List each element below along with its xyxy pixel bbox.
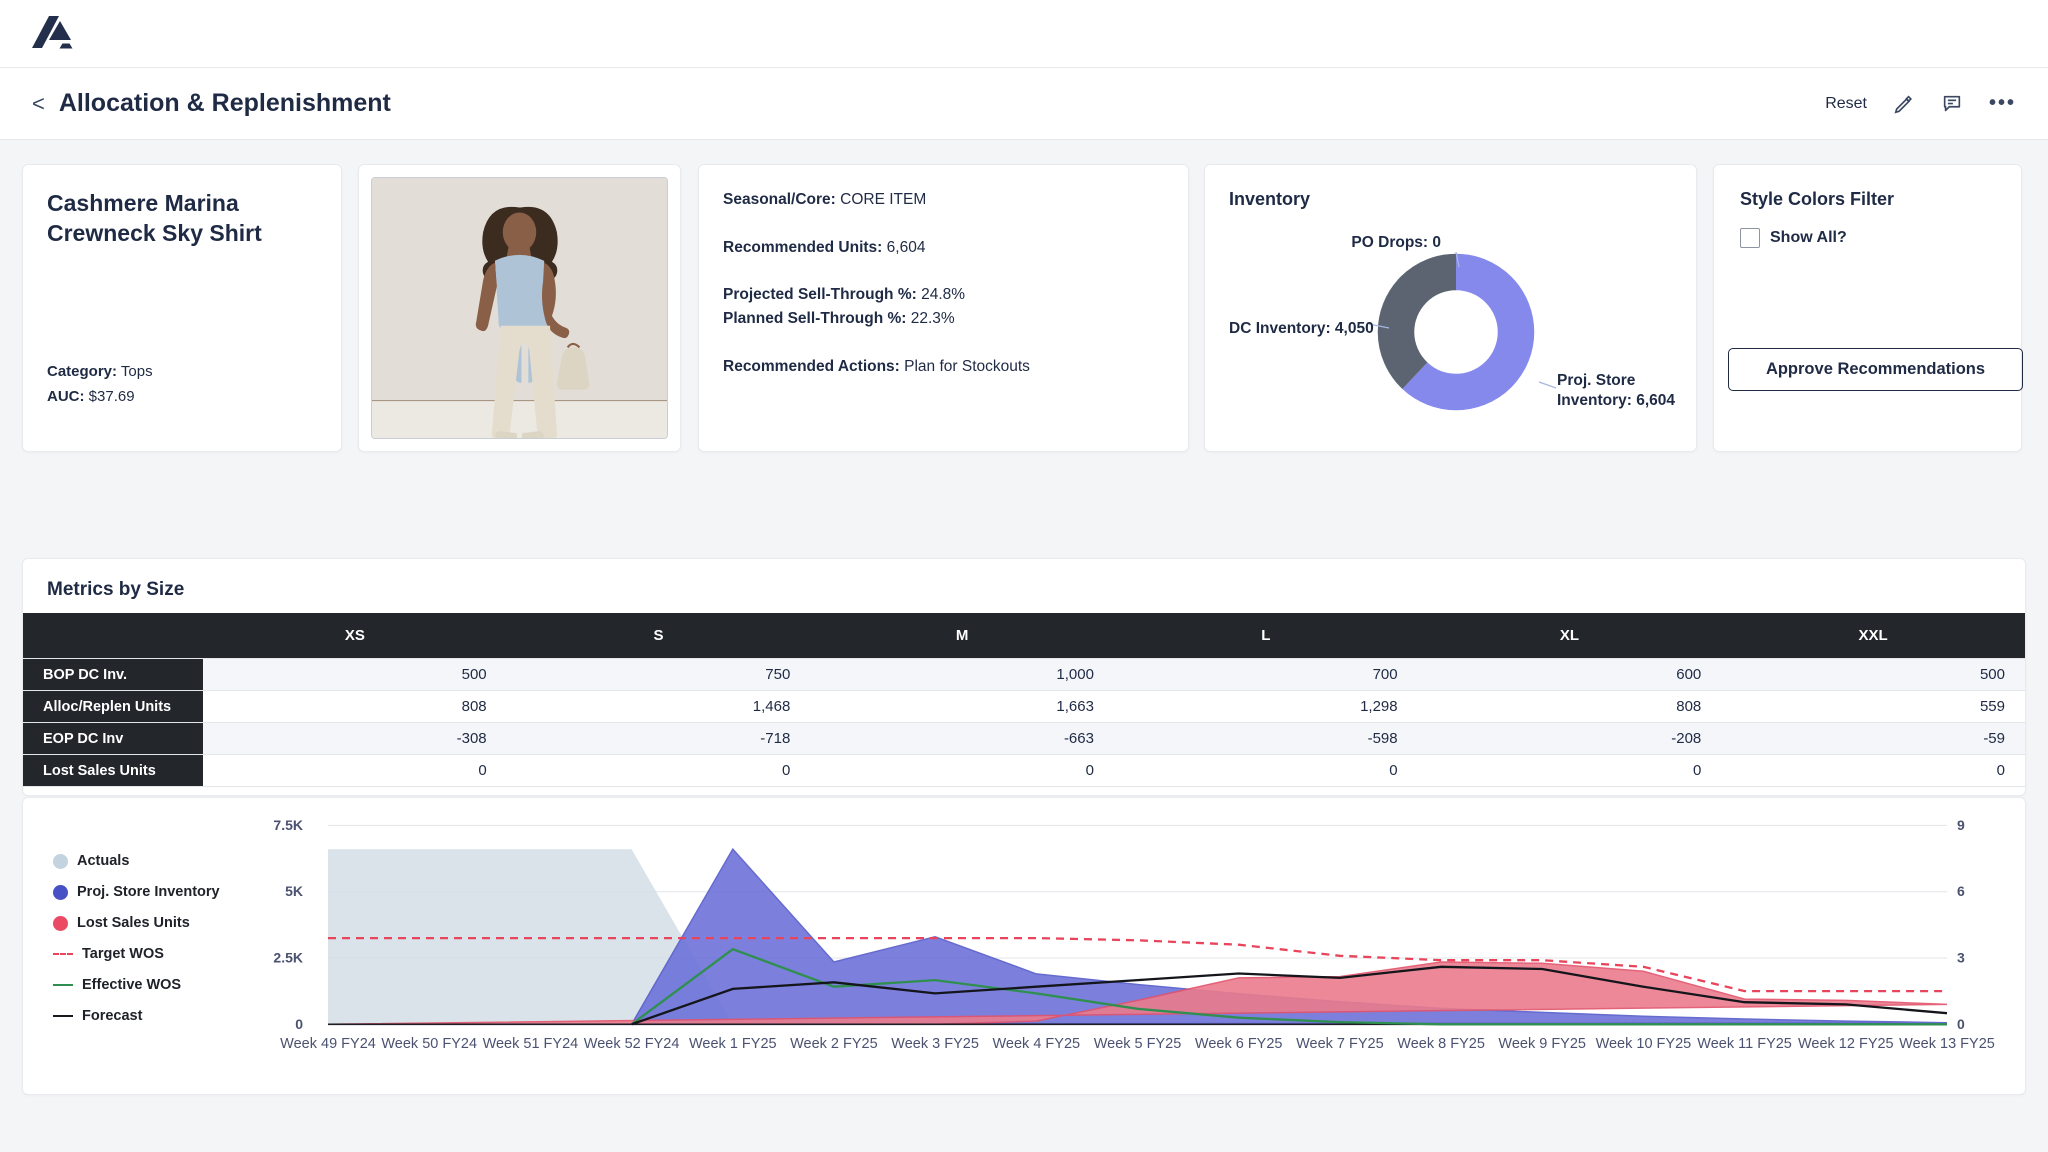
- svg-text:Week 6 FY25: Week 6 FY25: [1195, 1036, 1283, 1052]
- svg-text:7.5K: 7.5K: [273, 817, 303, 833]
- svg-text:PO Drops: 0: PO Drops: 0: [1351, 234, 1441, 251]
- svg-text:Week 4 FY25: Week 4 FY25: [993, 1036, 1081, 1052]
- svg-text:3: 3: [1957, 950, 1965, 966]
- svg-text:Week 52 FY24: Week 52 FY24: [584, 1036, 680, 1052]
- svg-text:Week 2 FY25: Week 2 FY25: [790, 1036, 878, 1052]
- svg-text:Week 7 FY25: Week 7 FY25: [1296, 1036, 1384, 1052]
- svg-text:6: 6: [1957, 883, 1965, 899]
- svg-text:9: 9: [1957, 817, 1965, 833]
- svg-text:Inventory: 6,604: Inventory: 6,604: [1557, 392, 1675, 409]
- svg-text:Week 9 FY25: Week 9 FY25: [1498, 1036, 1586, 1052]
- svg-text:Week 51 FY24: Week 51 FY24: [483, 1036, 579, 1052]
- svg-text:Week 1 FY25: Week 1 FY25: [689, 1036, 777, 1052]
- svg-text:2.5K: 2.5K: [273, 950, 303, 966]
- svg-text:Week 10 FY25: Week 10 FY25: [1596, 1036, 1692, 1052]
- svg-text:0: 0: [1957, 1016, 1965, 1032]
- svg-text:Proj. Store: Proj. Store: [1557, 372, 1636, 389]
- svg-text:Week 8 FY25: Week 8 FY25: [1397, 1036, 1485, 1052]
- svg-text:5K: 5K: [285, 883, 303, 899]
- svg-text:Week 49 FY24: Week 49 FY24: [280, 1036, 376, 1052]
- svg-text:Week 11 FY25: Week 11 FY25: [1697, 1036, 1792, 1052]
- svg-text:Week 5 FY25: Week 5 FY25: [1094, 1036, 1182, 1052]
- svg-text:0: 0: [295, 1016, 303, 1032]
- svg-text:Week 50 FY24: Week 50 FY24: [381, 1036, 477, 1052]
- svg-text:Week 12 FY25: Week 12 FY25: [1798, 1036, 1894, 1052]
- svg-text:DC Inventory: 4,050: DC Inventory: 4,050: [1229, 320, 1374, 337]
- svg-text:Week 3 FY25: Week 3 FY25: [891, 1036, 979, 1052]
- svg-text:Week 13 FY25: Week 13 FY25: [1899, 1036, 1995, 1052]
